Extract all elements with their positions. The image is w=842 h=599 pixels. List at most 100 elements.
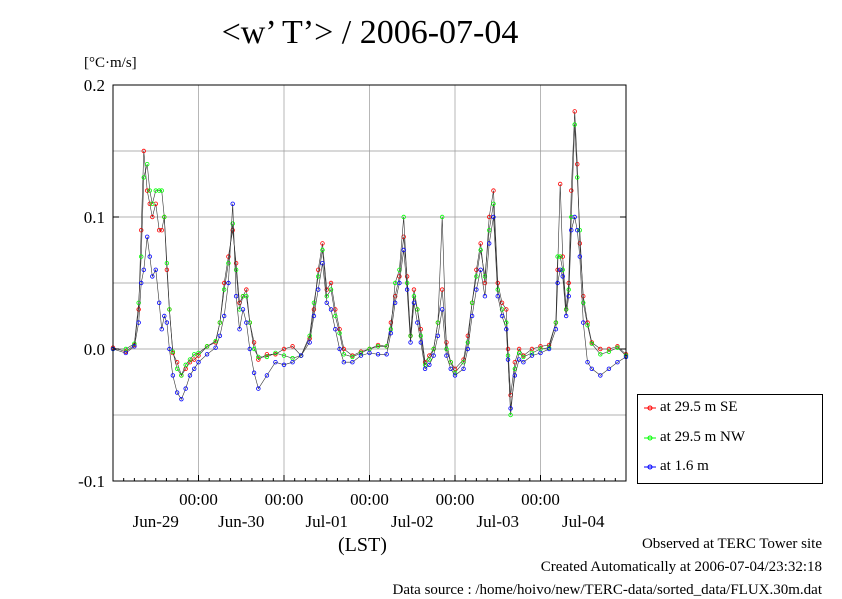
data-point [577,227,583,233]
data-point [273,360,278,365]
data-point [439,287,445,292]
data-point [504,307,509,312]
data-point [230,201,235,206]
data-point [589,341,594,346]
data-point [557,181,563,187]
data-point [123,350,129,356]
data-point [487,214,492,220]
data-point [585,360,590,365]
data-point [141,175,146,180]
data-point [233,294,239,299]
data-point [328,287,334,292]
data-point [439,214,445,220]
data-point [337,330,342,336]
data-point [350,353,355,358]
data-point [136,307,141,312]
data-point [538,344,543,349]
data-point [404,287,410,292]
data-point [491,201,496,206]
data-point [256,386,261,391]
data-point [569,227,574,233]
data-point [439,307,445,312]
x-tick-label: 00:00 [350,490,389,509]
data-point [333,327,338,332]
data-point [144,161,150,167]
data-point [196,360,201,365]
data-point [159,227,164,233]
data-point [251,340,257,345]
data-point [226,261,231,266]
data-point [187,357,193,362]
data-point [589,366,594,371]
data-point [159,188,164,193]
data-point [162,313,167,319]
data-point [411,300,417,305]
data-point [350,354,355,360]
data-point [615,360,620,365]
data-point [418,327,423,332]
data-point [183,386,188,391]
data-point [569,188,574,193]
data-point [572,122,577,127]
data-point [521,354,526,360]
data-point [341,360,347,365]
data-point [311,313,317,319]
data-point [217,320,223,325]
data-point [615,344,620,349]
data-point [465,340,471,345]
data-point [521,360,526,365]
data-point [167,346,172,352]
data-point [495,294,500,299]
data-point [461,366,466,371]
data-point [375,344,381,349]
data-point [487,241,492,246]
data-point [563,307,569,312]
data-point [538,350,543,356]
footer-created: Created Automatically at 2006-07-04/23:3… [540,559,822,575]
data-point [585,323,590,328]
data-point [474,274,479,279]
data-point [226,254,231,259]
data-point [575,227,580,233]
data-point [150,201,155,206]
data-point [144,188,150,193]
data-point [237,327,242,332]
data-point [415,320,420,325]
data-point [581,320,586,325]
data-point [529,353,535,358]
data-point [256,354,261,360]
data-point [512,373,518,378]
data-point [174,390,180,395]
data-point [192,352,197,357]
data-point [320,261,325,266]
x-day-label: Jun-30 [218,512,264,531]
data-point [141,148,146,154]
data-point [221,280,227,286]
data-point [316,274,321,279]
data-point [444,353,449,358]
data-point [174,366,180,371]
data-point [196,350,201,356]
data-point [504,327,509,332]
data-point [333,307,338,312]
data-point [164,261,170,266]
data-point [311,300,317,305]
data-point [341,352,347,357]
legend-label: at 29.5 m SE [660,399,738,415]
data-point [307,340,312,345]
data-point [264,373,270,378]
data-point [418,340,423,345]
data-point [516,357,522,362]
data-point [563,313,569,319]
data-point [273,352,278,357]
data-point [388,320,394,325]
data-point [264,352,270,357]
data-point [281,362,287,368]
data-point [147,188,152,193]
data-point [397,280,402,286]
x-day-label: Jul-01 [306,512,349,531]
data-point [408,340,413,345]
data-point [311,307,317,312]
data-point [415,307,420,312]
data-point [192,366,197,371]
